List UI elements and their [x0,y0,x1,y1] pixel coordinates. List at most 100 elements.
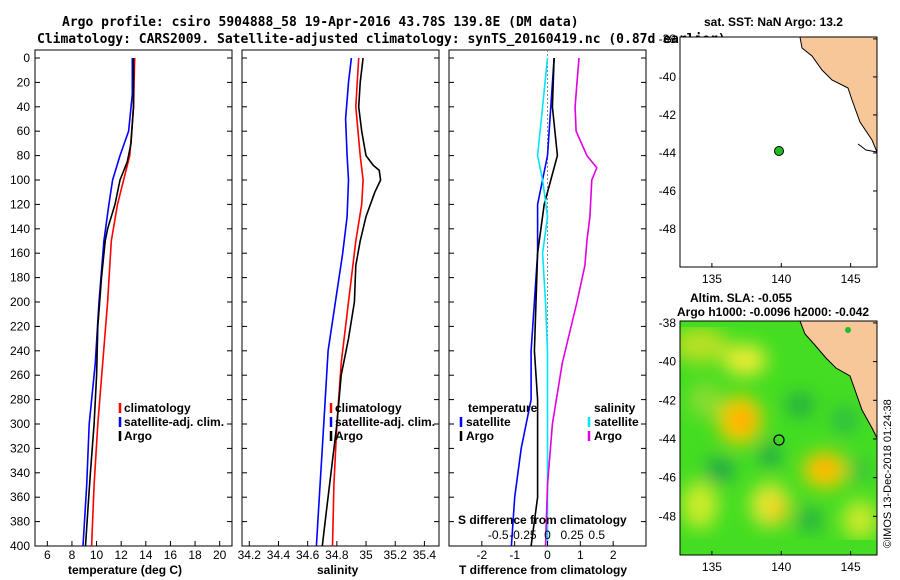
sla-map-title-1: Altim. SLA: -0.055 [690,291,792,305]
difference-x-tick-label: -1 [509,548,520,562]
depth-tick-label: 0 [23,51,30,65]
depth-tick-label: 60 [17,124,31,138]
map-lat-tick-label: -46 [659,471,677,485]
map-lon-tick-label: 140 [771,560,791,574]
map-lat-tick-label: -42 [659,393,677,407]
difference-x-tick-label: 2 [610,548,617,562]
temperature-satellite-line [82,58,134,547]
sst-map-ticks: -38 -40 -42 -44 -46 -48 135 140 145 [659,32,877,286]
sst-map-coast-detail [857,143,877,153]
salinity-x-tick-label: 34.4 [267,548,291,562]
temperature-x-tick-label: 16 [164,548,178,562]
temperature-x-tick-label: 14 [139,548,153,562]
x-axis-ticks: 6 8 10 12 14 16 18 20 34.2 34.4 34.6 34.8 35 35.2 35.4… [44,528,617,562]
difference-s-tick-label: 0.25 [560,528,584,542]
difference-x-tick-label: 0 [544,548,551,562]
map-lon-tick-label: 145 [841,560,861,574]
title-line-1: Argo profile: csiro 5904888_58 19-Apr-20… [62,15,579,30]
sst-map: sat. SST: NaN Argo: 13.2 -38 -40 -42 -44 -46… [659,15,878,286]
series-layer [82,50,598,547]
difference-t-argo-line [530,57,559,547]
legend-t-argo: Argo [466,429,494,443]
legend-group-temperature: temperature [468,401,538,415]
difference-x-tick-label: 1 [577,548,584,562]
salinity-x-tick-label: 34.6 [296,548,320,562]
legend-group-salinity: salinity [594,401,636,415]
map-lat-tick-label: -48 [659,222,677,236]
salinity-x-tick-label: 35 [359,548,373,562]
difference-s-tick-label: 0 [544,528,551,542]
map-lat-tick-label: -44 [659,146,677,160]
legend-argo-2: Argo [335,429,363,443]
legend-satellite-adj-clim: satellite-adj. clim. [124,415,224,429]
depth-tick-label: 20 [17,75,31,89]
depth-tick-label: 140 [10,222,30,236]
map-lon-tick-label: 135 [702,272,722,286]
salinity-x-tick-label: 35.2 [384,548,408,562]
sst-map-title: sat. SST: NaN Argo: 13.2 [704,15,843,29]
salinity-x-tick-label: 34.8 [325,548,349,562]
depth-tick-label: 180 [10,271,30,285]
difference-s-argo-line [544,57,598,547]
temperature-x-tick-label: 20 [213,548,227,562]
difference-s-tick-label: -0.5 [488,528,509,542]
legend-climatology: climatology [124,401,191,415]
difference-s-satellite-line [536,57,549,546]
temperature-x-tick-label: 6 [44,548,51,562]
legend-t-satellite: satellite [466,415,511,429]
salinity-legend: climatology satellite-adj. clim. Argo [329,401,435,443]
depth-tick-label: 120 [10,197,30,211]
map-lat-tick-label: -38 [659,32,677,46]
sla-map-argo-marker [773,434,785,446]
map-lat-tick-label: -40 [659,355,677,369]
depth-tick-label: 280 [10,393,30,407]
depth-tick-label: 240 [10,344,30,358]
sla-map-field [680,321,877,555]
temperature-legend: climatology satellite-adj. clim. Argo [118,401,224,443]
credit-text: ©IMOS 13-Dec-2018 01:24:38 [882,399,894,548]
title-line-2: Climatology: CARS2009. Satellite-adjuste… [37,32,726,47]
difference-t-satellite-line [510,57,555,547]
map-lat-tick-label: -48 [659,509,677,523]
depth-tick-label: 360 [10,490,30,504]
salinity-x-tick-label: 34.2 [238,548,262,562]
legend-argo: Argo [124,429,152,443]
temperature-panel [34,49,233,547]
difference-x-tick-label: -2 [476,548,487,562]
depth-tick-label: 380 [10,515,30,529]
sla-map-coastline [799,321,877,439]
depth-tick-label: 400 [10,539,30,553]
sla-map-frame [679,320,878,556]
difference-xlabel: T difference from climatology [459,563,627,577]
depth-tick-label: 200 [10,295,30,309]
map-lat-tick-label: -38 [659,316,677,330]
map-lat-tick-label: -40 [659,70,677,84]
salinity-xlabel: salinity [317,563,359,577]
salinity-panel [241,49,440,547]
depth-tick-label: 100 [10,173,30,187]
temperature-x-tick-label: 8 [69,548,76,562]
map-lat-tick-label: -42 [659,108,677,122]
sst-map-argo-marker [774,146,784,156]
temperature-x-tick-label: 10 [90,548,104,562]
map-lon-tick-label: 140 [771,272,791,286]
difference-s-tick-label: 0.5 [588,528,605,542]
sla-map-title-2: Argo h1000: -0.0096 h2000: -0.042 [677,305,869,319]
legend-s-satellite: satellite [594,415,639,429]
sla-map-small-marker [845,327,851,333]
depth-tick-label: 220 [10,319,30,333]
legend-satellite-adj-clim-2: satellite-adj. clim. [335,415,435,429]
depth-tick-label: 300 [10,417,30,431]
temperature-xlabel: temperature (deg C) [68,563,182,577]
difference-s-tick-label: -0.25 [509,528,537,542]
depth-axis: 0 20 40 60 80 100 120 140 160 180 200 220 240 260 280 3… [10,51,646,553]
salinity-climatology-line [331,57,364,547]
map-lon-tick-label: 145 [841,272,861,286]
difference-legend: temperature salinity satellite Argo sate… [459,401,639,443]
sst-map-coastline [799,37,877,153]
legend-climatology-2: climatology [335,401,402,415]
map-lon-tick-label: 135 [702,560,722,574]
depth-tick-label: 320 [10,441,30,455]
salinity-argo-line [321,57,382,547]
